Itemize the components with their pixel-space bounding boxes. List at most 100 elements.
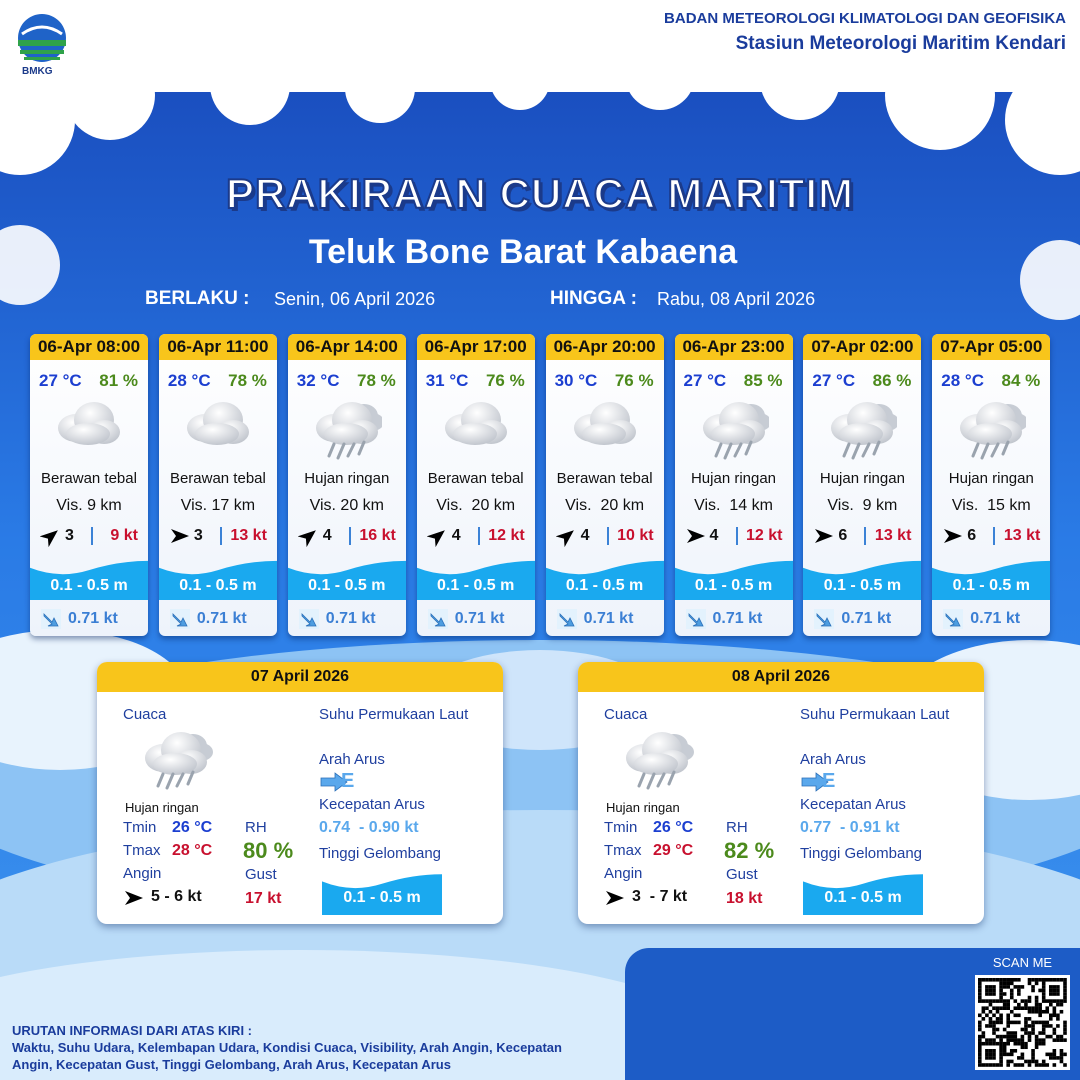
gust: 10 kt [617, 527, 654, 544]
current-speed: 0.71 kt [325, 610, 376, 627]
weather: Berawan tebal [427, 470, 524, 487]
qr-module [1013, 1020, 1018, 1025]
temperature: 28 °C [167, 371, 211, 390]
qr-module [1027, 1024, 1032, 1028]
qr-module [1063, 1031, 1067, 1035]
qr-module [1059, 978, 1064, 982]
qr-module [1013, 1034, 1018, 1039]
qr-module [995, 1020, 1000, 1025]
qr-module [1020, 1034, 1025, 1039]
qr-module [1038, 1009, 1042, 1014]
qr-module [988, 985, 993, 989]
qr-module [1013, 978, 1018, 982]
current-icon [685, 609, 706, 629]
qr-module [1002, 985, 1007, 989]
qr-module [1002, 978, 1007, 982]
wave [322, 874, 442, 915]
qr-module [1017, 1013, 1021, 1018]
title: PRAKIRAAN CUACA MARITIM [225, 169, 855, 218]
qr-module [978, 1059, 982, 1064]
current-arrow [172, 613, 188, 627]
decor [345, 53, 415, 123]
wind-arrow [686, 529, 705, 543]
wave-shape [287, 560, 406, 600]
qr-module [1056, 1024, 1060, 1028]
qr-module [992, 992, 996, 996]
forecast-card: 07-Apr 05:00 28 °C 84 % Hujan ringan Vis. 1… [932, 334, 1051, 636]
qr-module [1027, 978, 1032, 982]
current-arrow [430, 613, 446, 627]
qr-module [1006, 1013, 1010, 1018]
qr-module [978, 999, 982, 1003]
qr-module [1041, 1031, 1046, 1035]
qr-module [1041, 1009, 1046, 1014]
time: 06-Apr 17:00 [416, 334, 535, 360]
qr-module [1049, 985, 1053, 989]
qr-module [999, 981, 1003, 986]
qr-module [1017, 988, 1021, 993]
qr-module [1013, 1038, 1018, 1042]
qr-module [1038, 1041, 1042, 1046]
current-speed: 0.71 kt [841, 610, 892, 627]
gust: 18 kt [726, 890, 763, 907]
decor [634, 753, 678, 775]
label: Cuaca [604, 706, 648, 723]
qr-module [978, 1024, 982, 1028]
qr-module [992, 1038, 996, 1042]
qr-module [1031, 1059, 1035, 1064]
qr-module [1024, 1024, 1028, 1028]
label: Tmin [604, 819, 638, 836]
qr-module [999, 1020, 1003, 1025]
current-dir: E [822, 770, 836, 792]
qr-module [992, 1056, 996, 1060]
qr-module [1059, 1038, 1064, 1042]
qr-module [995, 1063, 1000, 1067]
wave-height: 0.1 - 0.5 m [952, 577, 1030, 594]
cloud [573, 402, 636, 445]
qr-module [988, 999, 993, 1003]
qr-module [1034, 1038, 1039, 1042]
qr-module [1034, 1009, 1039, 1014]
qr-module [1063, 995, 1067, 1000]
forecast-card: 06-Apr 17:00 31 °C 76 % Berawan tebal Vis. … [416, 334, 535, 636]
qr-module [1052, 988, 1057, 993]
decor [839, 423, 884, 445]
qr-module [1002, 1041, 1007, 1046]
wave-shape [803, 560, 922, 600]
qr-module [1002, 1027, 1007, 1032]
wind-speed: 3 [193, 527, 203, 544]
qr-label: SCAN ME [992, 955, 1053, 970]
wave [287, 560, 406, 600]
qr-module [1031, 978, 1035, 982]
current-icon [298, 609, 319, 629]
logo [18, 14, 66, 62]
qr-module [1041, 988, 1046, 993]
qr-module [1006, 978, 1010, 982]
decor [327, 442, 336, 458]
qr-module [1041, 995, 1046, 1000]
qr-module [1013, 1031, 1018, 1035]
qr-module [1059, 1056, 1064, 1060]
qr-module [1045, 1020, 1050, 1025]
forecast-card: 06-Apr 14:00 32 °C 78 % Hujan ringan Vis. 2… [287, 334, 406, 636]
top-clouds [0, 0, 1080, 320]
qr-module [995, 999, 1000, 1003]
qr-module [1009, 995, 1014, 1000]
qr-module [988, 1017, 993, 1021]
qr-module [992, 978, 996, 982]
current-dir: E [341, 770, 355, 792]
qr-module [1006, 1006, 1010, 1010]
decor [1001, 440, 1010, 456]
decor [194, 423, 239, 445]
qr-module [1009, 988, 1014, 993]
qr-module [978, 1041, 982, 1046]
weather: Berawan tebal [556, 470, 653, 487]
qr-module [1006, 1017, 1010, 1021]
qr-module [1052, 1038, 1057, 1042]
qr-module [1049, 1017, 1053, 1021]
qr-module [1045, 1063, 1050, 1067]
qr-module [1034, 1006, 1039, 1010]
wind-speed: 3 [65, 527, 74, 544]
qr-module [1017, 1041, 1021, 1046]
qr-module [1045, 1006, 1050, 1010]
